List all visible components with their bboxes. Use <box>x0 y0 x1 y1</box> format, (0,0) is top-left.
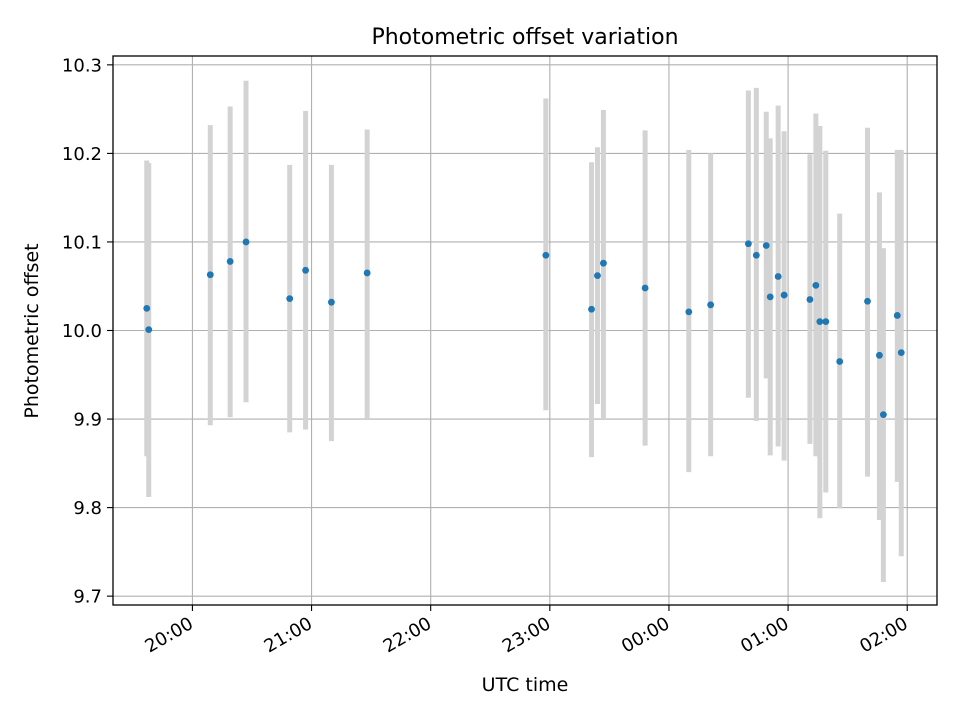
data-point <box>806 296 814 303</box>
data-point <box>328 298 335 306</box>
data-point <box>542 251 550 259</box>
data-point <box>594 272 601 279</box>
data-point <box>864 297 871 305</box>
data-point <box>836 358 844 365</box>
x-axis-label: UTC time <box>482 674 569 696</box>
chart-title: Photometric offset variation <box>371 25 678 50</box>
data-point <box>206 271 214 279</box>
data-point <box>685 308 693 316</box>
data-point <box>812 281 820 289</box>
y-tick-label: 10.0 <box>62 321 102 342</box>
data-point <box>363 269 371 277</box>
data-point <box>897 349 905 357</box>
data-point <box>816 318 824 326</box>
data-point <box>876 351 883 359</box>
data-point <box>600 259 607 267</box>
data-point <box>774 273 782 280</box>
y-tick-label: 9.7 <box>73 587 102 608</box>
y-axis-label: Photometric offset <box>21 243 43 418</box>
data-point <box>226 258 234 265</box>
data-point <box>588 305 595 313</box>
data-point <box>641 284 649 292</box>
data-point <box>752 251 760 259</box>
data-point <box>766 293 774 301</box>
data-point <box>143 304 151 312</box>
grid-lines <box>113 56 937 605</box>
data-point <box>286 295 294 303</box>
data-points <box>143 238 905 419</box>
data-point <box>707 301 715 309</box>
data-point <box>762 242 770 249</box>
y-tick-label: 9.9 <box>73 410 102 431</box>
y-tick-label: 9.8 <box>73 498 102 519</box>
data-point <box>302 266 309 274</box>
data-point <box>242 238 250 246</box>
y-tick-label: 10.1 <box>62 232 102 253</box>
data-point <box>780 291 788 299</box>
data-point <box>145 326 153 334</box>
data-point <box>744 240 752 248</box>
y-tick-label: 10.2 <box>62 144 102 165</box>
y-tick-label: 10.3 <box>62 55 102 76</box>
data-point <box>879 411 887 419</box>
data-point <box>822 318 830 326</box>
data-point <box>893 312 901 319</box>
